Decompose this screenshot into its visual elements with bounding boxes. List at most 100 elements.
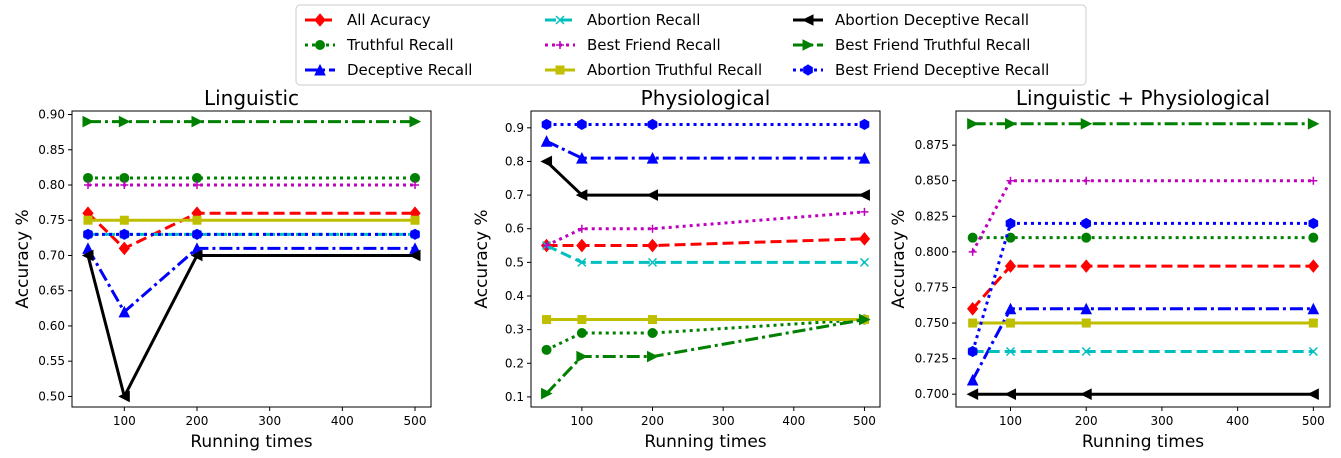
data-point — [83, 228, 93, 240]
data-point — [409, 115, 422, 128]
series-line — [545, 244, 865, 264]
subplot-physiological: Physiological 100 200 300 400 500 0.1 0.2 0.3 0.4… — [472, 86, 881, 452]
legend-entry-best-friend-recall: Best Friend Recall — [545, 36, 721, 54]
data-point — [408, 249, 421, 262]
x-tick-label: 100 — [113, 414, 136, 428]
series-best-friend-deceptive-recall — [967, 217, 1319, 358]
data-point — [1307, 388, 1319, 401]
data-point — [1004, 302, 1017, 315]
series-line — [971, 264, 1314, 310]
data-point — [541, 387, 553, 400]
data-point — [1006, 176, 1015, 185]
legend-swatch-marker — [556, 41, 564, 49]
legend-swatch-marker — [802, 39, 815, 51]
x-tick-label: 200 — [1075, 414, 1098, 428]
series-abortion-truthful-recall — [542, 315, 869, 325]
legend-swatch-marker — [314, 13, 326, 27]
x-tick-label: 500 — [404, 414, 427, 428]
data-point — [410, 215, 420, 225]
legend: All Acuracy Truthful Recall Deceptive Reca… — [295, 4, 1087, 86]
data-point — [966, 373, 979, 386]
subplot-title: Linguistic — [204, 86, 299, 110]
data-point — [1080, 117, 1093, 130]
data-point — [1004, 388, 1017, 401]
data-point — [647, 350, 659, 363]
y-tick-label: 0.85 — [38, 143, 65, 157]
data-point — [647, 328, 658, 338]
data-point — [967, 232, 978, 243]
data-point — [1080, 302, 1093, 315]
subplot-title: Physiological — [641, 86, 771, 110]
y-axis-label: Accuracy % — [472, 209, 492, 308]
series-best-friend-recall — [83, 181, 420, 189]
legend-entry-abortion-recall: Abortion Recall — [545, 11, 700, 29]
series-line — [86, 246, 416, 314]
legend-entry-abortion-truthful-recall: Abortion Truthful Recall — [545, 61, 762, 79]
y-tick-label: 0.7 — [505, 188, 524, 202]
data-point — [646, 189, 659, 201]
series-truthful-recall — [82, 172, 421, 183]
y-tick-label: 0.2 — [505, 356, 524, 370]
x-tick-label: 500 — [853, 414, 876, 428]
x-axis-label: Running times — [1082, 432, 1204, 452]
series-line — [546, 237, 865, 248]
series-abortion-deceptive-recall — [540, 155, 870, 201]
series-line — [971, 221, 1314, 352]
subplot-linguistic: Linguistic 100 200 300 400 500 0.50 0.55 0.60 0.6… — [13, 86, 432, 452]
legend-swatch-marker — [315, 40, 325, 50]
data-point — [541, 118, 552, 131]
series-line — [971, 307, 1314, 381]
data-point — [646, 151, 659, 164]
data-point — [118, 390, 130, 403]
legend-entry-all-acuracy: All Acuracy — [305, 11, 431, 29]
y-tick-label: 0.5 — [505, 255, 524, 269]
data-point — [575, 189, 588, 201]
y-tick-label: 0.9 — [505, 121, 524, 135]
x-tick-label: 300 — [258, 414, 281, 428]
y-tick-label: 0.775 — [915, 280, 949, 294]
data-point — [576, 238, 588, 253]
series-abortion-truthful-recall — [968, 318, 1318, 328]
y-tick-label: 0.60 — [38, 319, 65, 333]
series-best-friend-recall — [968, 176, 1318, 256]
series-line — [971, 179, 1314, 253]
data-point — [1308, 318, 1318, 328]
data-point — [648, 224, 657, 233]
series-best-friend-recall — [542, 207, 869, 250]
legend-label: Truthful Recall — [346, 36, 454, 54]
y-tick-label: 0.750 — [915, 316, 949, 330]
data-point — [1081, 318, 1091, 328]
data-point — [859, 257, 869, 267]
series-line — [545, 139, 865, 160]
data-point — [118, 305, 131, 318]
y-tick-label: 0.75 — [38, 213, 65, 227]
legend-entry-best-friend-truthful-recall: Best Friend Truthful Recall — [793, 36, 1030, 54]
x-tick-label: 200 — [186, 414, 209, 428]
data-point — [120, 181, 129, 189]
data-point — [192, 181, 201, 189]
y-tick-label: 0.50 — [38, 389, 65, 403]
plot-frame — [955, 110, 1331, 408]
x-tick-label: 300 — [1150, 414, 1173, 428]
series-best-friend-truthful-recall — [967, 117, 1320, 130]
series-abortion-recall — [542, 241, 869, 267]
data-point — [577, 257, 587, 267]
data-point — [1308, 232, 1319, 243]
data-point — [81, 249, 94, 262]
y-tick-label: 0.80 — [38, 178, 65, 192]
data-point — [859, 118, 870, 131]
data-point — [858, 151, 871, 164]
series-best-friend-truthful-recall — [82, 115, 422, 128]
series-line — [545, 318, 865, 352]
subplot-title: Linguistic + Physiological — [1016, 86, 1270, 110]
data-point — [967, 302, 979, 316]
y-axis-label: Accuracy % — [13, 209, 33, 308]
data-point — [1081, 346, 1091, 357]
legend-entry-deceptive-recall: Deceptive Recall — [305, 61, 472, 79]
data-point — [119, 215, 129, 225]
y-tick-label: 0.825 — [915, 209, 949, 223]
series-best-friend-truthful-recall — [541, 313, 871, 400]
y-tick-label: 0.700 — [915, 387, 949, 401]
data-point — [858, 189, 870, 201]
